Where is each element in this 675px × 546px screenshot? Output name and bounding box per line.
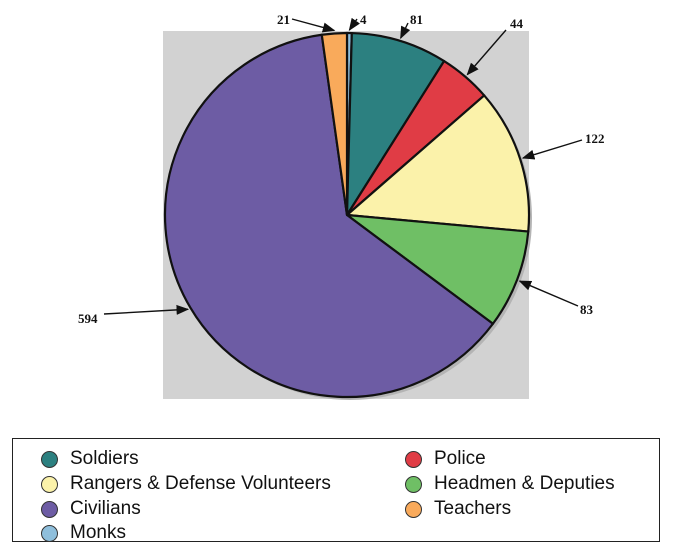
leader-arrow-rangers-defense-volunteers: [521, 139, 583, 160]
legend-label-headmen: Headmen & Deputies: [434, 473, 615, 494]
leader-arrow-teachers: [291, 18, 336, 33]
legend-item-police: Police: [405, 447, 486, 471]
legend-swatch-teachers: [405, 500, 422, 518]
legend-label-monks: Monks: [70, 522, 126, 543]
value-label-rangers-defense-volunteers: 122: [585, 131, 605, 146]
legend-swatch-police: [405, 450, 422, 468]
legend-swatch-civilians: [41, 500, 58, 518]
legend: Soldiers Police Rangers & Defense Volunt…: [12, 438, 660, 545]
legend-item-soldiers: Soldiers: [41, 447, 139, 471]
legend-label-soldiers: Soldiers: [70, 448, 139, 469]
pie-slice-headmen-deputies: [345, 213, 530, 325]
value-label-police: 44: [510, 16, 524, 31]
pie-slice-rangers-defense-volunteers: [345, 94, 531, 233]
leader-arrow-soldiers: [400, 22, 411, 40]
legend-swatch-soldiers: [41, 450, 58, 468]
value-label-monks: 4: [360, 12, 367, 27]
leader-arrow-police: [466, 29, 507, 76]
leader-arrow-headmen-deputies: [518, 280, 579, 307]
pie-slice-civilians: [163, 33, 495, 399]
pie-chart: 4 81 44 122 83 594 21: [78, 12, 605, 400]
pie-chart-area: 4 81 44 122 83 594 21: [78, 12, 605, 400]
legend-item-monks: Monks: [41, 521, 126, 545]
value-label-soldiers: 81: [410, 12, 423, 27]
legend-label-police: Police: [434, 448, 486, 469]
pie-slice-teachers: [320, 31, 349, 217]
leader-arrow-monks: [348, 17, 361, 32]
value-label-headmen-deputies: 83: [580, 302, 594, 317]
legend-item-headmen: Headmen & Deputies: [405, 472, 615, 496]
legend-label-civilians: Civilians: [70, 498, 141, 519]
legend-label-rangers: Rangers & Defense Volunteers: [70, 473, 331, 494]
value-label-civilians: 594: [78, 311, 98, 326]
legend-item-teachers: Teachers: [405, 497, 511, 521]
legend-item-rangers: Rangers & Defense Volunteers: [41, 472, 331, 496]
legend-swatch-rangers: [41, 475, 58, 493]
legend-swatch-monks: [41, 524, 58, 542]
legend-item-civilians: Civilians: [41, 497, 141, 521]
leader-arrow-civilians: [103, 304, 190, 315]
legend-swatch-headmen: [405, 475, 422, 493]
value-label-teachers: 21: [277, 12, 290, 27]
legend-label-teachers: Teachers: [434, 498, 512, 519]
pie-slice-soldiers: [345, 31, 446, 217]
